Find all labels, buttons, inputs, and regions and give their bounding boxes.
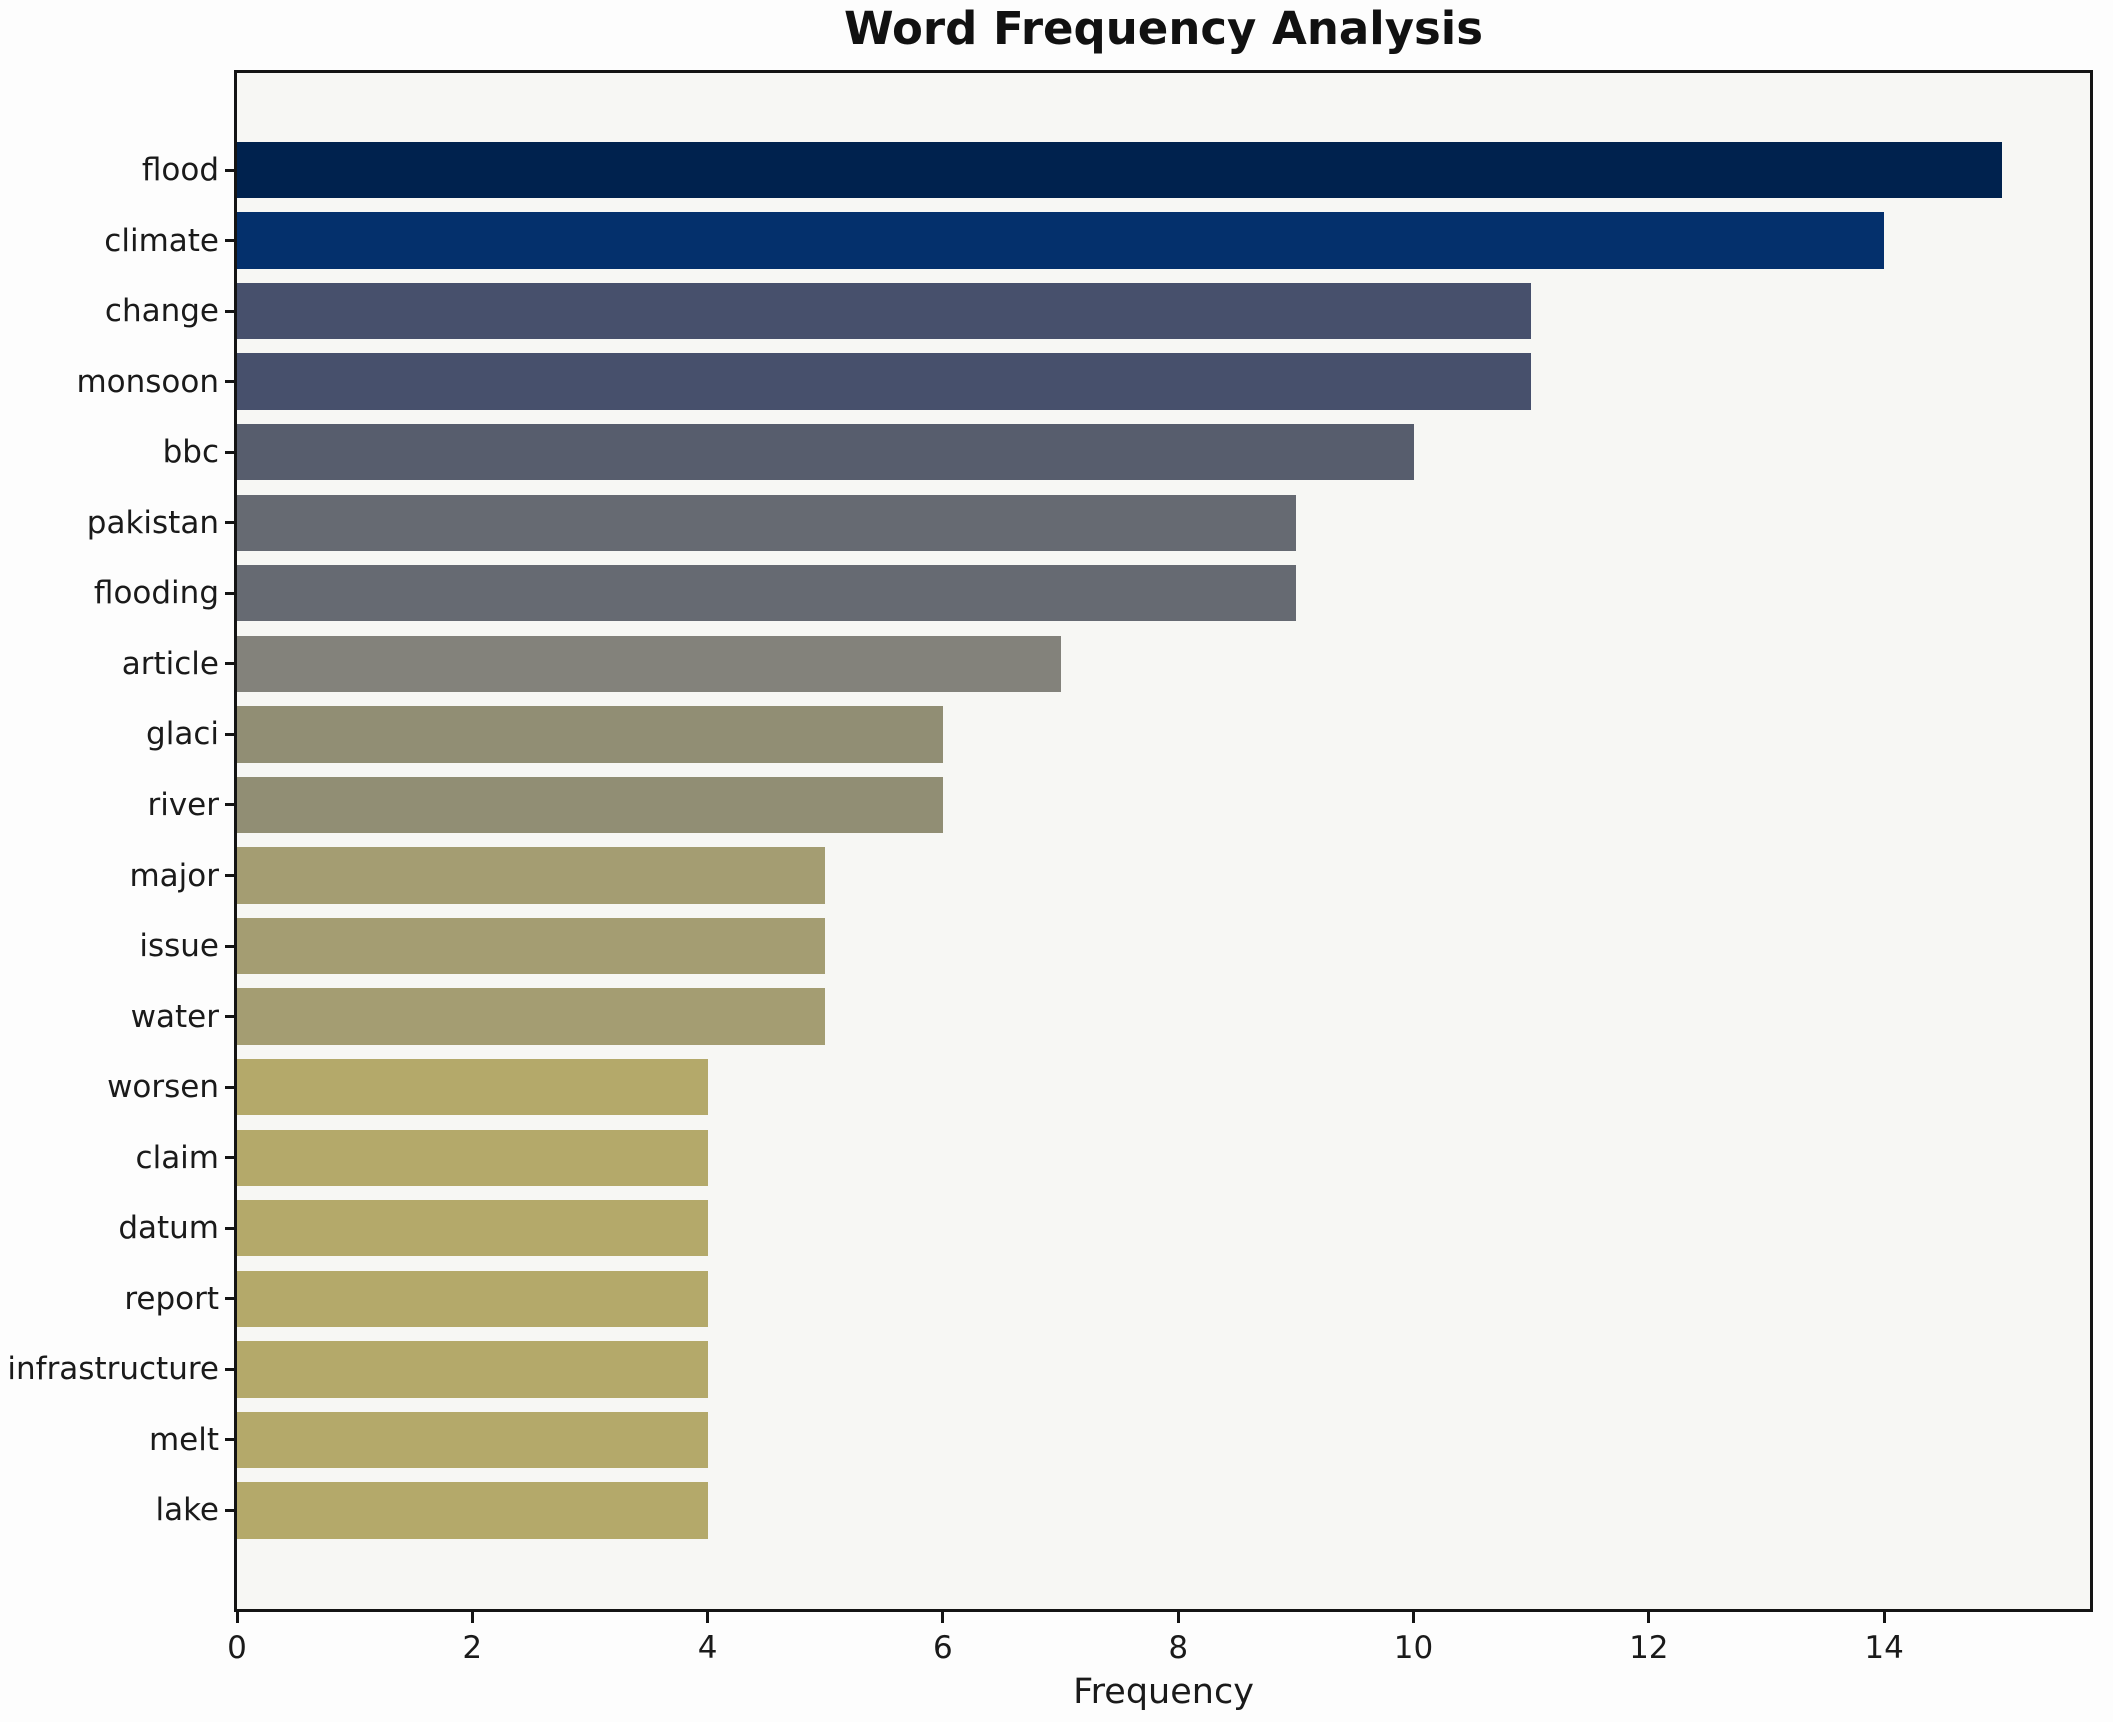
y-tick-label: datum bbox=[118, 1210, 219, 1247]
bar-worsen bbox=[237, 1058, 708, 1116]
x-tick-mark bbox=[1412, 1612, 1415, 1623]
bar-river bbox=[237, 776, 943, 834]
bar-monsoon bbox=[237, 353, 1532, 410]
x-tick-label: 14 bbox=[1864, 1630, 1904, 1666]
x-tick-mark bbox=[941, 1612, 945, 1623]
bar-claim bbox=[237, 1129, 708, 1186]
x-tick-mark bbox=[1647, 1612, 1651, 1623]
x-tick-label: 0 bbox=[227, 1630, 247, 1666]
y-tick-label: major bbox=[129, 857, 219, 894]
bar-climate bbox=[237, 212, 1885, 269]
y-tick-label: climate bbox=[104, 222, 219, 259]
bar-change bbox=[237, 282, 1532, 340]
bar-bbc bbox=[237, 424, 1414, 481]
y-tick-mark bbox=[225, 662, 234, 666]
x-tick-label: 8 bbox=[1168, 1630, 1189, 1666]
y-tick-label: river bbox=[147, 786, 219, 823]
y-tick-label: flood bbox=[141, 152, 219, 188]
y-axis: flood climate change monsoon bbc pakistan floo… bbox=[0, 70, 219, 1612]
bar-flood bbox=[237, 141, 2002, 199]
y-tick-mark bbox=[225, 521, 234, 525]
y-tick-label: flooding bbox=[93, 575, 219, 612]
y-tick-label: issue bbox=[139, 928, 219, 965]
chart-title: Word Frequency Analysis bbox=[843, 2, 1484, 55]
y-tick-label: infrastructure bbox=[7, 1351, 219, 1388]
x-tick-label: 4 bbox=[697, 1630, 718, 1666]
y-tick-mark bbox=[225, 1226, 234, 1230]
x-tick-mark bbox=[235, 1612, 239, 1623]
y-tick-mark bbox=[225, 239, 234, 243]
y-tick-mark bbox=[225, 1297, 234, 1301]
bar-datum bbox=[237, 1200, 708, 1257]
y-tick-mark bbox=[225, 1438, 234, 1442]
y-tick-mark bbox=[225, 1367, 234, 1371]
bar-infrastructure bbox=[237, 1341, 708, 1398]
y-tick-mark bbox=[225, 168, 234, 172]
x-tick-label: 10 bbox=[1393, 1630, 1434, 1666]
y-tick-label: worsen bbox=[107, 1069, 219, 1106]
y-tick-mark bbox=[225, 944, 234, 948]
y-tick-label: claim bbox=[135, 1139, 219, 1176]
bar-issue bbox=[237, 917, 826, 975]
x-axis-label: Frequency bbox=[1073, 1672, 1254, 1712]
x-tick-label: 6 bbox=[933, 1630, 953, 1666]
y-tick-mark bbox=[225, 591, 234, 595]
x-tick-label: 12 bbox=[1629, 1630, 1669, 1666]
bar-report bbox=[237, 1270, 708, 1327]
y-tick-label: water bbox=[130, 998, 219, 1035]
y-tick-mark bbox=[225, 874, 234, 877]
bar-melt bbox=[237, 1411, 708, 1469]
y-tick-mark bbox=[225, 732, 234, 736]
plot-area bbox=[234, 70, 2093, 1612]
y-tick-label: melt bbox=[148, 1421, 219, 1458]
y-tick-label: bbc bbox=[162, 434, 219, 471]
bar-glaci bbox=[237, 706, 943, 763]
x-tick-mark bbox=[1882, 1612, 1886, 1623]
y-tick-mark bbox=[225, 1085, 234, 1089]
y-tick-label: article bbox=[121, 645, 219, 682]
x-tick-mark bbox=[706, 1612, 710, 1623]
y-tick-mark bbox=[225, 380, 234, 384]
y-tick-label: monsoon bbox=[76, 363, 219, 400]
bar-lake bbox=[237, 1482, 708, 1539]
y-tick-label: lake bbox=[155, 1492, 219, 1529]
bar-pakistan bbox=[237, 494, 1296, 551]
y-tick-label: change bbox=[104, 293, 219, 330]
y-tick-mark bbox=[225, 309, 234, 313]
x-tick-label: 2 bbox=[462, 1630, 483, 1666]
bar-major bbox=[237, 847, 826, 904]
x-tick-mark bbox=[470, 1612, 474, 1623]
x-tick-mark bbox=[1176, 1612, 1180, 1623]
bar-water bbox=[237, 988, 826, 1045]
y-tick-label: report bbox=[124, 1280, 219, 1317]
bar-flooding bbox=[237, 565, 1296, 622]
y-tick-mark bbox=[225, 1508, 234, 1512]
y-tick-label: glaci bbox=[146, 716, 219, 753]
y-tick-label: pakistan bbox=[86, 504, 219, 541]
y-tick-mark bbox=[225, 803, 234, 807]
y-tick-mark bbox=[225, 450, 234, 454]
y-tick-mark bbox=[225, 1156, 234, 1160]
y-tick-mark bbox=[225, 1015, 234, 1019]
bar-article bbox=[237, 635, 1061, 693]
